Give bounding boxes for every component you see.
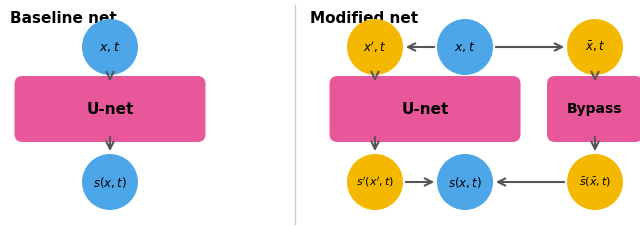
Text: $s'(x', t)$: $s'(x', t)$ [356,175,394,189]
Text: U-net: U-net [401,101,449,117]
Ellipse shape [82,19,138,75]
FancyBboxPatch shape [330,76,520,142]
Text: $s(x, t)$: $s(x, t)$ [93,174,127,190]
Text: $\bar{s}(\bar{x}, t)$: $\bar{s}(\bar{x}, t)$ [579,175,611,189]
Ellipse shape [82,154,138,210]
Text: Baseline net: Baseline net [10,11,116,26]
Text: $\bar{x}, t$: $\bar{x}, t$ [585,40,605,54]
Text: $x', t$: $x', t$ [364,39,387,55]
FancyBboxPatch shape [547,76,640,142]
Ellipse shape [567,154,623,210]
Text: $x, t$: $x, t$ [99,40,121,54]
Ellipse shape [347,19,403,75]
Ellipse shape [347,154,403,210]
Text: $s(x, t)$: $s(x, t)$ [448,174,482,190]
Text: Modified net: Modified net [310,11,418,26]
Text: Bypass: Bypass [567,102,623,116]
Ellipse shape [567,19,623,75]
Text: U-net: U-net [86,101,134,117]
Text: $x, t$: $x, t$ [454,40,476,54]
Ellipse shape [437,154,493,210]
FancyBboxPatch shape [15,76,205,142]
Ellipse shape [437,19,493,75]
